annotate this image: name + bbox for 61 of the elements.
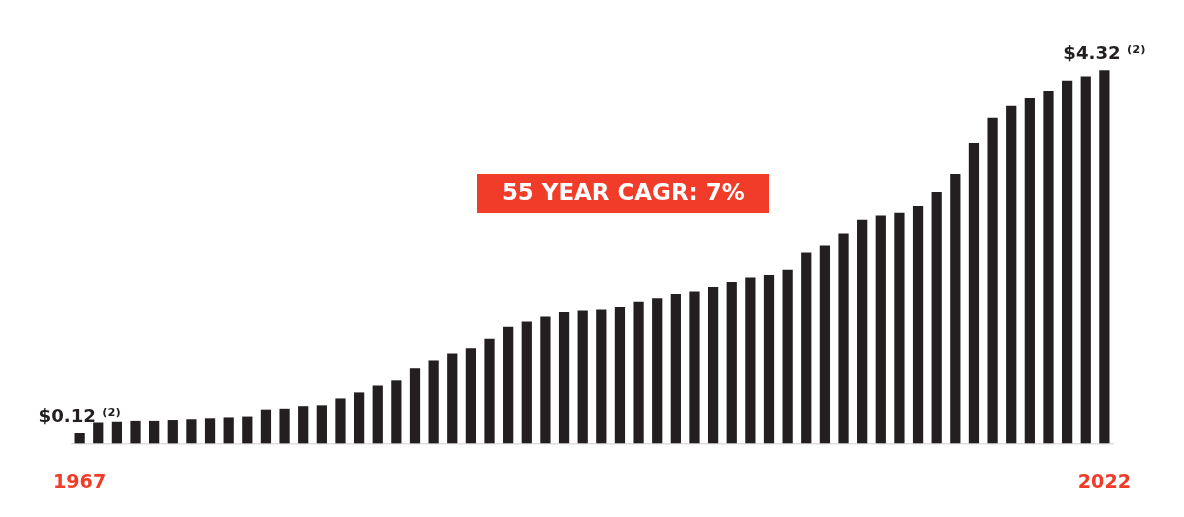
bar [242,416,253,444]
data-label: $0.12 ⁽²⁾ [38,404,121,426]
bar [521,321,532,444]
bar [819,245,831,444]
bar [353,392,365,444]
bar [1080,76,1091,444]
bar [503,326,514,444]
bar [260,409,272,444]
bar [857,219,868,444]
x-tick-label: 2022 [1077,469,1131,493]
bar [1043,91,1054,444]
bar [1024,97,1035,444]
bar [1006,105,1017,444]
bar [186,419,197,444]
bar [726,281,737,444]
bar [782,269,793,444]
bar [204,418,216,444]
bar [614,306,626,444]
data-label: $4.32 ⁽²⁾ [1063,41,1146,63]
bar [335,398,346,444]
bar [652,298,663,444]
bar [968,142,980,444]
bar [558,312,570,444]
bar [223,417,234,444]
bar [391,380,402,444]
bar [987,117,998,444]
bar [838,233,849,444]
bar [279,408,290,444]
bar [465,348,477,444]
bar [93,422,104,444]
bar [689,291,700,444]
bar [428,360,439,444]
bar [670,293,681,444]
bar [149,420,160,444]
bar [912,205,924,444]
bar [950,173,961,444]
x-tick-label: 1967 [53,469,107,493]
bar [763,274,775,444]
bar [372,385,383,444]
bar [875,215,886,444]
bar [894,212,905,444]
bar [74,432,85,444]
bar [1061,80,1073,444]
bar [447,353,458,444]
bar [111,421,123,444]
bar [707,287,719,444]
bar [130,420,141,444]
bar [484,338,495,444]
bar [801,252,812,444]
bar [316,405,327,444]
bar [577,310,588,444]
bar [931,192,942,444]
bar [298,406,309,444]
bar [540,316,551,444]
bar [745,277,756,444]
bar [167,420,178,444]
bar [409,368,421,444]
bar [1099,70,1110,444]
bar [633,301,644,444]
annotation: 55 YEAR CAGR: 7% [501,179,745,206]
bar [596,309,607,444]
